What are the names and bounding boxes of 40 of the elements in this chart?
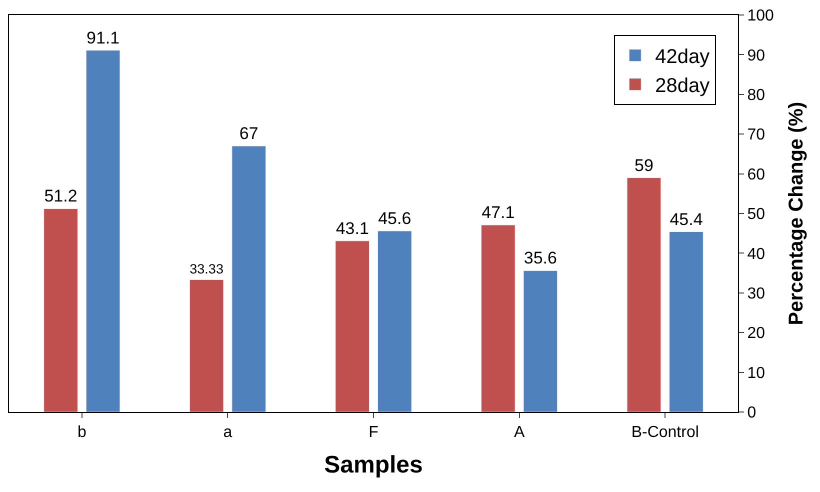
bar <box>523 270 558 412</box>
data-label: 33.33 <box>190 262 224 276</box>
y-tick-label: 10 <box>747 364 766 382</box>
bar <box>626 178 662 412</box>
x-tick-label: F <box>368 424 379 442</box>
bar <box>335 240 370 412</box>
bar <box>232 146 266 412</box>
data-label: 59 <box>634 156 654 175</box>
data-label: 43.1 <box>336 218 369 238</box>
data-label: 47.1 <box>482 203 515 222</box>
data-label: 67 <box>239 124 258 144</box>
x-tick-label: B-Control <box>631 424 699 442</box>
y-tick-label: 40 <box>747 246 766 263</box>
y-axis-title: Percentage Change (%) <box>785 102 808 326</box>
y-tick-label: 100 <box>747 8 774 25</box>
x-axis-title: Samples <box>324 452 423 478</box>
legend-label: 42day <box>655 46 710 68</box>
x-tick-label: b <box>77 424 86 442</box>
data-label: 51.2 <box>44 186 78 206</box>
y-tick-label: 80 <box>747 87 766 104</box>
bar <box>44 208 78 412</box>
data-label: 91.1 <box>86 28 120 48</box>
x-tick-label: A <box>514 424 525 442</box>
y-tick-label: 70 <box>747 126 766 144</box>
data-label: 35.6 <box>524 248 557 268</box>
data-label: 45.6 <box>378 208 412 228</box>
y-tick-label: 20 <box>747 325 766 342</box>
bar <box>377 230 412 412</box>
y-tick-label: 0 <box>747 404 756 422</box>
y-tick-label: 50 <box>747 206 766 224</box>
y-tick-label: 90 <box>747 47 766 64</box>
bar <box>481 224 516 412</box>
legend-label: 28day <box>655 75 710 98</box>
y-tick-label: 30 <box>747 286 766 302</box>
data-label: 45.4 <box>670 210 703 229</box>
x-tick-label: a <box>223 424 232 442</box>
bar <box>86 50 120 412</box>
bar <box>189 279 224 412</box>
bar <box>669 232 704 412</box>
y-tick-label: 60 <box>747 166 766 184</box>
